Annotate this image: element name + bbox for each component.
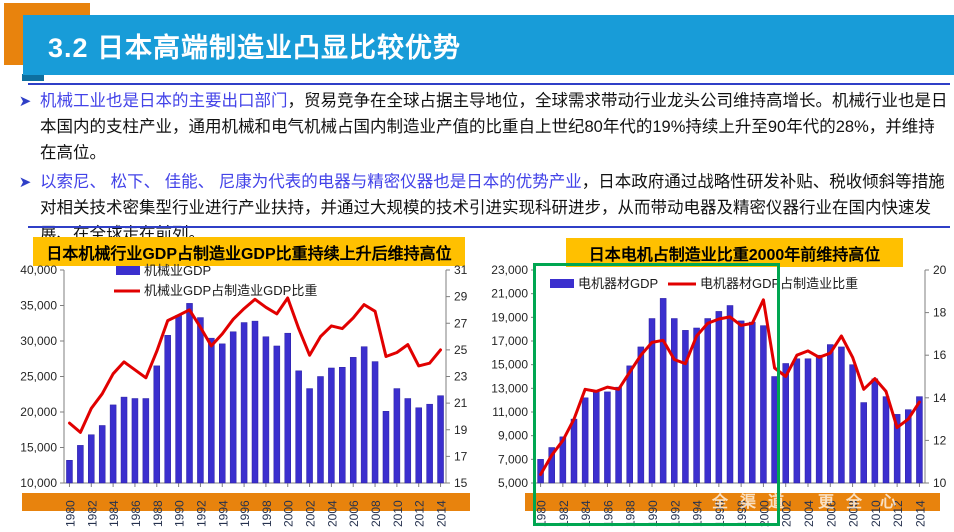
legend-bar-swatch [116, 266, 140, 275]
titlebar: 3.2 日本高端制造业凸显比较优势 [23, 15, 954, 75]
svg-text:12: 12 [933, 433, 947, 447]
bullet-item-1: ➤ 机械工业也是日本的主要出口部门，贸易竞争在全球占据主导地位，全球需求带动行业… [10, 88, 948, 166]
svg-text:2004: 2004 [325, 500, 339, 527]
svg-text:2014: 2014 [435, 500, 449, 527]
svg-text:2004: 2004 [802, 500, 816, 527]
svg-text:5,000: 5,000 [498, 476, 528, 490]
svg-text:更全: 更全 [818, 492, 874, 511]
svg-text:2006: 2006 [824, 500, 838, 527]
svg-text:2014: 2014 [913, 500, 927, 527]
svg-text:1986: 1986 [129, 500, 143, 527]
svg-text:7,000: 7,000 [498, 452, 528, 466]
line-机械业GDP占制造业GDP比重 [68, 296, 442, 434]
bullet-1-rest: ，贸易竞争在全球占据主导地位，全球需求带动行业龙头公司维持高增长。机械行业也是日… [40, 92, 948, 162]
svg-text:2000: 2000 [282, 500, 296, 527]
svg-text:1992: 1992 [194, 500, 208, 527]
svg-text:13,000: 13,000 [491, 381, 528, 395]
svg-text:2010: 2010 [869, 500, 883, 527]
bullet-list: ➤ 机械工业也是日本的主要出口部门，贸易竞争在全球占据主导地位，全球需求带动行业… [10, 88, 948, 250]
svg-text:27: 27 [454, 316, 468, 330]
right-chart-title: 日本电机占制造业比重2000年前维持高位 [566, 238, 903, 267]
bullets-separator-line [28, 226, 950, 228]
year-labels: 1980 1982 1984 1986 1988 1990 1992 1994 1996 1998… [63, 500, 448, 527]
bullet-2-highlight: 以索尼、 松下、 佳能、 尼康为代表的电器与精密仪器也是日本的优势产业 [40, 173, 582, 191]
right-axis-labels: 20 18 16 14 12 10 [933, 263, 947, 490]
svg-text:11,000: 11,000 [492, 405, 528, 419]
titlebar-shadow [22, 74, 44, 81]
svg-text:1988: 1988 [151, 500, 165, 527]
svg-text:2012: 2012 [413, 500, 427, 527]
svg-text:18: 18 [933, 306, 947, 320]
bullet-1-highlight: 机械工业也是日本的主要出口部门 [40, 92, 288, 110]
svg-text:19,000: 19,000 [491, 310, 528, 324]
svg-text:29: 29 [454, 290, 468, 304]
svg-text:1990: 1990 [173, 500, 187, 527]
svg-text:15: 15 [454, 476, 468, 490]
axes [60, 269, 450, 487]
bullet-text-1: 机械工业也是日本的主要出口部门，贸易竞争在全球占据主导地位，全球需求带动行业龙头… [40, 88, 948, 166]
svg-text:1998: 1998 [260, 500, 274, 527]
svg-text:2010: 2010 [391, 500, 405, 527]
svg-text:35,000: 35,000 [20, 299, 57, 313]
highlight-box-1980-2000 [533, 263, 780, 526]
left-axis-labels: 23,000 21,000 19,000 17,000 15,000 13,000 11,0… [491, 263, 528, 490]
svg-text:2002: 2002 [780, 500, 794, 527]
bullet-arrow-icon: ➤ [18, 174, 32, 191]
svg-text:10: 10 [933, 476, 947, 490]
svg-text:17,000: 17,000 [491, 334, 528, 348]
svg-text:1980: 1980 [63, 500, 77, 527]
svg-text:2002: 2002 [304, 500, 318, 527]
svg-text:2008: 2008 [847, 500, 861, 527]
svg-text:10,000: 10,000 [20, 476, 57, 490]
svg-text:25: 25 [454, 343, 468, 357]
svg-text:23,000: 23,000 [491, 263, 528, 277]
bullet-text-2: 以索尼、 松下、 佳能、 尼康为代表的电器与精密仪器也是日本的优势产业，日本政府… [40, 169, 948, 247]
svg-text:20,000: 20,000 [20, 405, 57, 419]
svg-text:25,000: 25,000 [20, 370, 57, 384]
svg-text:1982: 1982 [85, 500, 99, 527]
svg-text:17: 17 [454, 449, 468, 463]
bars-机械业GDP [66, 303, 444, 484]
x-axis-band [22, 493, 470, 511]
svg-text:15,000: 15,000 [491, 358, 528, 372]
bullet-2-rest: ，日本政府通过战略性研发补贴、税收倾斜等措施对相关技术密集型行业进行产业扶持，并… [40, 173, 945, 243]
svg-text:14: 14 [933, 391, 947, 405]
svg-text:心: 心 [880, 493, 908, 511]
svg-text:21: 21 [454, 396, 468, 410]
svg-text:1996: 1996 [238, 500, 252, 527]
svg-text:23: 23 [454, 370, 468, 384]
svg-text:2006: 2006 [347, 500, 361, 527]
bullet-arrow-icon: ➤ [18, 93, 32, 110]
svg-text:1994: 1994 [216, 500, 230, 527]
svg-text:机械业GDP占制造业GDP比重: 机械业GDP占制造业GDP比重 [144, 283, 317, 298]
svg-text:16: 16 [933, 348, 947, 362]
left-chart-title: 日本机械行业GDP占制造业GDP比重持续上升后维持高位 [33, 237, 465, 266]
svg-text:19: 19 [454, 423, 468, 437]
svg-text:15,000: 15,000 [20, 441, 57, 455]
svg-text:20: 20 [933, 263, 947, 277]
svg-text:1984: 1984 [107, 500, 121, 527]
page-title: 3.2 日本高端制造业凸显比较优势 [48, 32, 462, 63]
svg-text:30,000: 30,000 [20, 334, 57, 348]
svg-text:2008: 2008 [369, 500, 383, 527]
left-axis-labels: 40,00035,00030,00025,00020,00015,00010,0… [20, 263, 57, 490]
svg-text:21,000: 21,000 [491, 287, 528, 301]
svg-text:9,000: 9,000 [498, 429, 528, 443]
title-separator-line [28, 83, 950, 85]
svg-text:2012: 2012 [891, 500, 905, 527]
bullet-item-2: ➤ 以索尼、 松下、 佳能、 尼康为代表的电器与精密仪器也是日本的优势产业，日本… [10, 169, 948, 247]
